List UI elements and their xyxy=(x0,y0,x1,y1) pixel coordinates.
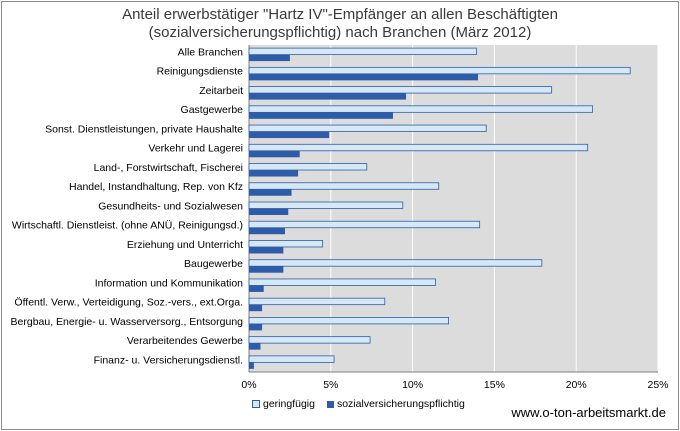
bar-geringfuegig xyxy=(248,182,440,190)
bar-geringfuegig xyxy=(248,355,335,363)
category-label: Handel, Instandhaltung, Rep. von Kfz xyxy=(69,181,243,193)
bar-geringfuegig xyxy=(248,105,593,113)
category-label: Land-, Forstwirtschaft, Fischerei xyxy=(94,162,243,174)
chart-title-line1: Anteil erwerbstätiger "Hartz IV"-Empfäng… xyxy=(122,6,558,23)
category-label: Finanz- u. Versicherungsdienstl. xyxy=(94,354,243,366)
bar-sozialversicherungspflichtig xyxy=(249,73,479,81)
bar-sozialversicherungspflichtig xyxy=(249,189,292,196)
bar-sozialversicherungspflichtig xyxy=(249,343,261,350)
category-label: Sonst. Dienstleistungen, private Haushal… xyxy=(45,123,243,135)
bar-sozialversicherungspflichtig xyxy=(249,266,284,273)
legend-item-sozialversicherungspflichtig: sozialversicherungspflichtig xyxy=(326,398,465,410)
bar-sozialversicherungspflichtig xyxy=(249,170,299,177)
bar-geringfuegig xyxy=(248,278,436,286)
chart-legend: geringfügig sozialversicherungspflichtig xyxy=(252,398,477,410)
category-label: Zeitarbeit xyxy=(199,85,243,97)
bar-geringfuegig xyxy=(248,240,324,248)
category-label: Alle Branchen xyxy=(178,47,244,59)
category-label: Gesundheits- und Sozialwesen xyxy=(98,200,243,212)
bar-geringfuegig xyxy=(248,143,589,152)
bar-geringfuegig xyxy=(248,163,368,171)
category-label: Reinigungsdienste xyxy=(157,66,244,78)
bar-geringfuegig xyxy=(248,66,631,75)
category-label: Gastgewerbe xyxy=(181,104,244,116)
bar-sozialversicherungspflichtig xyxy=(249,208,289,215)
bar-geringfuegig xyxy=(248,259,543,267)
bar-geringfuegig xyxy=(248,124,487,132)
bar-sozialversicherungspflichtig xyxy=(249,227,285,235)
category-label: Information und Kommunikation xyxy=(95,277,243,289)
bar-geringfuegig xyxy=(248,317,449,325)
category-label: Baugewerbe xyxy=(184,258,243,270)
bar-geringfuegig xyxy=(248,47,477,56)
bar-geringfuegig xyxy=(248,336,371,344)
x-tick-label: 20% xyxy=(566,379,587,391)
bar-geringfuegig xyxy=(248,220,481,229)
legend-swatch-sozialversicherungspflichtig xyxy=(326,400,334,408)
bar-sozialversicherungspflichtig xyxy=(249,304,263,312)
legend-swatch-geringfuegig xyxy=(252,400,260,408)
x-tick-label: 0% xyxy=(241,379,256,391)
x-tick-label: 10% xyxy=(402,379,423,391)
bar-sozialversicherungspflichtig xyxy=(249,323,263,331)
legend-item-geringfuegig: geringfügig xyxy=(252,398,315,410)
bar-geringfuegig xyxy=(248,297,386,306)
category-label: Verarbeitendes Gewerbe xyxy=(127,335,243,347)
chart-title-line2: (sozialversicherungspflichtig) nach Bran… xyxy=(148,24,532,41)
legend-label-sozialversicherungspflichtig: sozialversicherungspflichtig xyxy=(336,398,465,410)
x-tick-label: 15% xyxy=(484,379,505,391)
category-label: Wirtschaftl. Dienstleist. (ohne ANÜ, Rei… xyxy=(12,220,243,232)
bar-sozialversicherungspflichtig xyxy=(249,54,290,62)
bar-sozialversicherungspflichtig xyxy=(249,131,330,139)
x-tick-label: 5% xyxy=(323,379,338,391)
category-label: Erziehung und Unterricht xyxy=(127,239,243,251)
bar-sozialversicherungspflichtig xyxy=(249,112,393,119)
bar-sozialversicherungspflichtig xyxy=(249,362,254,369)
x-tick-label: 25% xyxy=(647,379,668,391)
category-label: Öffentl. Verw., Verteidigung, Soz.-vers.… xyxy=(14,297,243,309)
bar-sozialversicherungspflichtig xyxy=(249,285,264,292)
bar-sozialversicherungspflichtig xyxy=(249,246,284,254)
category-label: Verkehr und Lagerei xyxy=(148,143,243,155)
bar-sozialversicherungspflichtig xyxy=(249,93,407,100)
legend-label-geringfuegig: geringfügig xyxy=(263,398,315,410)
bar-geringfuegig xyxy=(248,201,404,209)
bar-sozialversicherungspflichtig xyxy=(249,150,300,158)
source-label: www.o-ton-arbeitsmarkt.de xyxy=(511,405,666,420)
bar-geringfuegig xyxy=(248,86,553,94)
category-label: Bergbau, Energie- u. Wasserversorg., Ent… xyxy=(11,316,244,328)
